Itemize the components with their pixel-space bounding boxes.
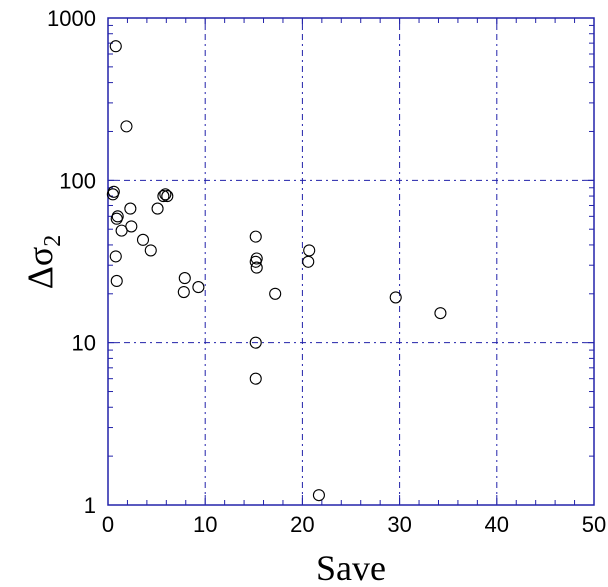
data-point (250, 261, 263, 274)
x-tick-label: 0 (102, 512, 114, 537)
tick-labels: 0 10 20 30 40 50 1 10 100 1000 (47, 6, 606, 537)
x-tick-label: 10 (193, 512, 217, 537)
data-point (192, 281, 205, 294)
data-point (115, 224, 128, 237)
grid-lines (108, 18, 594, 505)
data-point (159, 188, 172, 201)
data-point (434, 307, 447, 320)
data-point (144, 244, 157, 257)
y-axis-title-main: Δσ (20, 247, 60, 290)
data-point (110, 212, 123, 225)
y-tick-label: 1000 (47, 6, 96, 31)
x-axis-title: Save (316, 548, 386, 587)
data-point (106, 188, 119, 201)
data-point (177, 286, 190, 299)
data-point (161, 190, 174, 203)
data-point (312, 489, 325, 502)
data-point (249, 255, 262, 268)
y-axis-title-subscript: 2 (40, 235, 66, 247)
data-point (178, 272, 191, 285)
data-point (269, 287, 282, 300)
data-point (110, 274, 123, 287)
data-point (124, 202, 137, 215)
y-tick-label: 10 (72, 331, 96, 356)
data-point (136, 233, 150, 246)
x-tick-label: 50 (582, 512, 606, 537)
plot-frame (107, 17, 595, 506)
y-tick-label: 100 (59, 168, 96, 193)
data-point (302, 255, 315, 268)
data-point (157, 190, 170, 203)
data-point (249, 336, 262, 349)
data-point (303, 244, 316, 257)
data-point (249, 372, 262, 385)
data-points (106, 40, 447, 502)
data-point (151, 202, 164, 215)
x-tick-label: 40 (485, 512, 509, 537)
data-point (389, 291, 402, 304)
data-point (249, 230, 262, 243)
y-axis-title: Δσ2 (20, 235, 66, 290)
data-point (109, 40, 122, 53)
axis-ticks (107, 17, 595, 506)
data-point (120, 120, 133, 133)
x-tick-label: 20 (290, 512, 314, 537)
x-tick-label: 30 (387, 512, 411, 537)
data-point (109, 250, 122, 263)
y-tick-label: 1 (84, 493, 96, 518)
